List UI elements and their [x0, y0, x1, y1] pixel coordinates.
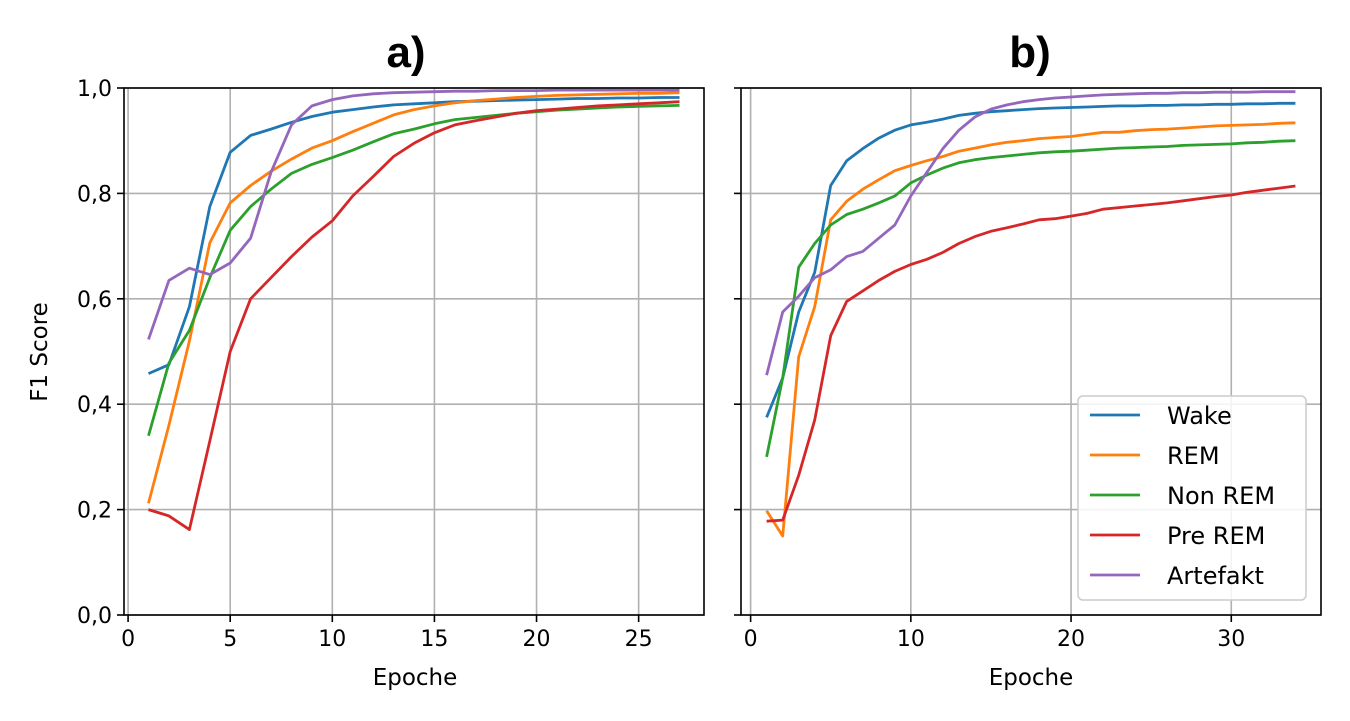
panel-a-x-tick-label: 25 — [625, 627, 653, 652]
panel-a-x-tick-label: 10 — [318, 627, 346, 652]
panel-a-y-tick-label: 0,2 — [77, 499, 112, 524]
panel-a-y-tick-label: 0,8 — [77, 182, 112, 207]
panel-b-series-pre-rem — [766, 184, 1296, 523]
legend-box — [1077, 395, 1307, 601]
panel-a-x-tick-label: 5 — [223, 627, 237, 652]
legend-label-pre-rem: Pre REM — [1167, 522, 1265, 550]
legend-label-artefakt: Artefakt — [1167, 562, 1264, 590]
panel-a-y-tick-label: 0,6 — [77, 288, 112, 313]
panel-b-x-axis-label: Epoche — [989, 665, 1074, 691]
legend-label-rem: REM — [1167, 442, 1220, 470]
legend: Wake REM Non REM Pre REM Artefakt — [1077, 395, 1307, 601]
panel-a-plot: 0 5 10 15 20 25 0,0 0,2 0,4 0,6 0,8 1,0 — [77, 77, 705, 652]
panel-a-y-tick-label: 1,0 — [77, 77, 112, 102]
panel-b-x-tick-label: 30 — [1217, 627, 1245, 652]
legend-label-non-rem: Non REM — [1167, 482, 1275, 510]
panel-b-plot: 0 10 20 30 — [734, 87, 1322, 652]
panel-b-x-tick-label: 20 — [1057, 627, 1085, 652]
panel-b-x-tick-label: 10 — [897, 627, 925, 652]
panel-a-y-axis-label: F1 Score — [27, 302, 53, 402]
panel-a-x-tick-label: 15 — [420, 627, 448, 652]
panel-b-title: b) — [1009, 28, 1051, 77]
panel-a-series-artefakt — [147, 88, 680, 340]
panel-a-series-non-rem — [147, 104, 680, 437]
legend-label-wake: Wake — [1167, 402, 1232, 430]
panel-a-x-tick-label: 20 — [523, 627, 551, 652]
panel-b-series-artefakt — [765, 90, 1296, 376]
panel-a-y-tick-label: 0,0 — [77, 604, 112, 629]
panel-a-title: a) — [386, 28, 425, 77]
panel-b-x-tick-label: 0 — [744, 627, 758, 652]
panel-b-axes-frame — [740, 87, 1322, 616]
panel-a-x-tick-label: 0 — [121, 627, 135, 652]
panel-a-x-axis-label: Epoche — [373, 665, 458, 691]
panel-b-series-rem — [765, 121, 1296, 538]
panel-a-series-pre-rem — [148, 100, 680, 531]
panel-a-series-wake — [147, 96, 680, 375]
panel-a-axes-frame — [123, 87, 705, 616]
panel-b-series-non-rem — [765, 139, 1296, 458]
panel-a-series-rem — [147, 91, 680, 504]
panel-b-series-wake — [765, 101, 1296, 418]
panel-a-y-tick-label: 0,4 — [77, 393, 112, 418]
